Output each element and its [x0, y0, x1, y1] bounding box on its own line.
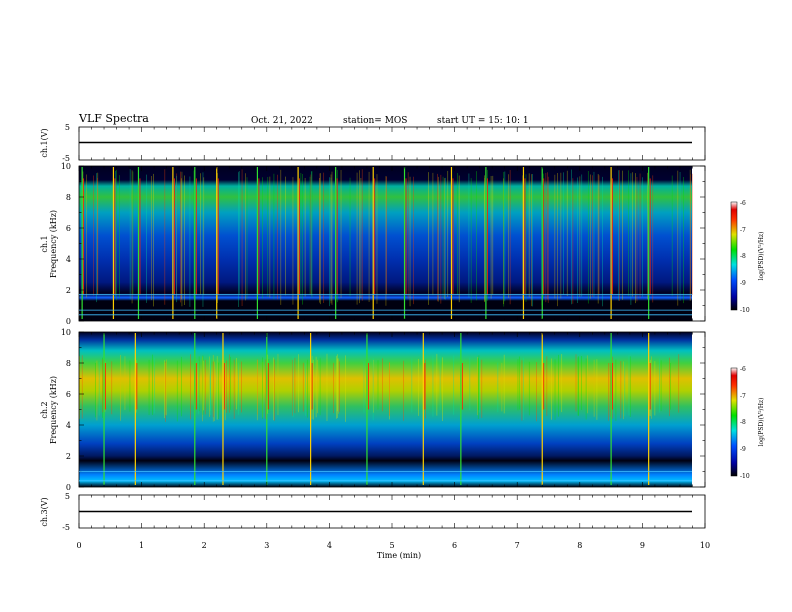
ch3-waveform-panel: 5 -5 ch.3(V) [40, 492, 706, 532]
ch1-cb-tick-10: -10 [740, 307, 750, 314]
ch1-yticks: 0 2 4 6 8 10 [61, 162, 71, 326]
ch1-ytick-6: 6 [66, 224, 71, 233]
ch1-ytick-bottom: -5 [62, 154, 70, 163]
x-tick-label: 8 [577, 541, 582, 550]
ch3-ytick-bottom: -5 [62, 523, 70, 532]
ch1-colorbar: -6 -7 -8 -9 -10 log(PSD)(V²/Hz) [730, 200, 765, 314]
ch1-ytick-4: 4 [66, 255, 71, 264]
ch1-ytick-10: 10 [61, 162, 71, 171]
ch2-ytick-4: 4 [66, 421, 71, 430]
ch1-cb-tick-8: -8 [740, 253, 746, 260]
ch2-spectrogram-panel: 0 2 4 6 8 10 ch.2 Frequency (kHz) [40, 328, 706, 492]
ch2-ytick-6: 6 [66, 390, 71, 399]
x-tick-label: 5 [389, 541, 394, 550]
ch2-colorbar: -6 -7 -8 -9 -10 log(PSD)(V²/Hz) [730, 366, 765, 480]
ch2-cb-tick-6: -6 [740, 366, 746, 373]
station-label: station= MOS [343, 116, 407, 126]
tick-mark-layer [78, 127, 706, 528]
ch3-ytick-top: 5 [65, 492, 70, 501]
x-tick-label: 7 [515, 541, 520, 550]
ch2-ytick-0: 0 [66, 483, 71, 492]
ch1-cb-tick-6: -6 [740, 200, 746, 207]
ch2-cb-tick-7: -7 [740, 393, 746, 400]
ch2-cb-tick-10: -10 [740, 473, 750, 480]
ch2-spike-layer [79, 333, 680, 485]
ch1-cb-label: log(PSD)(V²/Hz) [758, 232, 765, 281]
ch3-voltage-label: ch.3(V) [40, 497, 49, 526]
x-tick-label: 2 [202, 541, 207, 550]
ch1-spectrogram-panel: 0 2 4 6 8 10 ch.1 Frequency (kHz) [40, 162, 706, 326]
x-axis-label: Time (min) [377, 551, 421, 560]
x-tick-label: 10 [700, 541, 710, 550]
ch2-channel-label: ch.2 [40, 401, 49, 418]
ch1-cb-tick-9: -9 [740, 280, 746, 287]
ch2-ytick-8: 8 [66, 359, 71, 368]
ch1-ytick-2: 2 [66, 286, 71, 295]
ch2-frequency-label: Frequency (kHz) [49, 376, 58, 444]
x-tick-labels: 0 1 2 3 4 5 6 7 8 9 10 [76, 541, 710, 550]
x-tick-label: 9 [640, 541, 645, 550]
ch2-cb-tick-8: -8 [740, 419, 746, 426]
ch1-ytick-top: 5 [65, 123, 70, 132]
date-label: Oct. 21, 2022 [251, 116, 313, 126]
ch2-ytick-2: 2 [66, 452, 71, 461]
ch2-cb-tick-9: -9 [740, 446, 746, 453]
ch1-ytick-8: 8 [66, 193, 71, 202]
ch1-voltage-label: ch.1(V) [40, 128, 49, 157]
ch1-spike-layer [81, 167, 693, 319]
ch1-spectrogram-image [79, 166, 692, 321]
ch2-ytick-10: 10 [61, 328, 71, 337]
ch2-spectrogram-image [79, 332, 692, 487]
x-tick-label: 4 [327, 541, 332, 550]
ch1-waveform-panel: 5 -5 ch.1(V) [40, 123, 706, 163]
ch1-ytick-0: 0 [66, 317, 71, 326]
ch2-cb-label: log(PSD)(V²/Hz) [758, 398, 765, 447]
start-time-label: start UT = 15: 10: 1 [437, 116, 529, 126]
figure-title: VLF Spectra [78, 112, 149, 125]
x-tick-label: 1 [139, 541, 144, 550]
ch2-yticks: 0 2 4 6 8 10 [61, 328, 71, 492]
ch1-cb-tick-7: -7 [740, 227, 746, 234]
x-tick-label: 0 [76, 541, 81, 550]
ch1-frequency-label: Frequency (kHz) [49, 210, 58, 278]
ch1-channel-label: ch.1 [40, 235, 49, 252]
x-tick-label: 3 [264, 541, 269, 550]
x-tick-label: 6 [452, 541, 457, 550]
